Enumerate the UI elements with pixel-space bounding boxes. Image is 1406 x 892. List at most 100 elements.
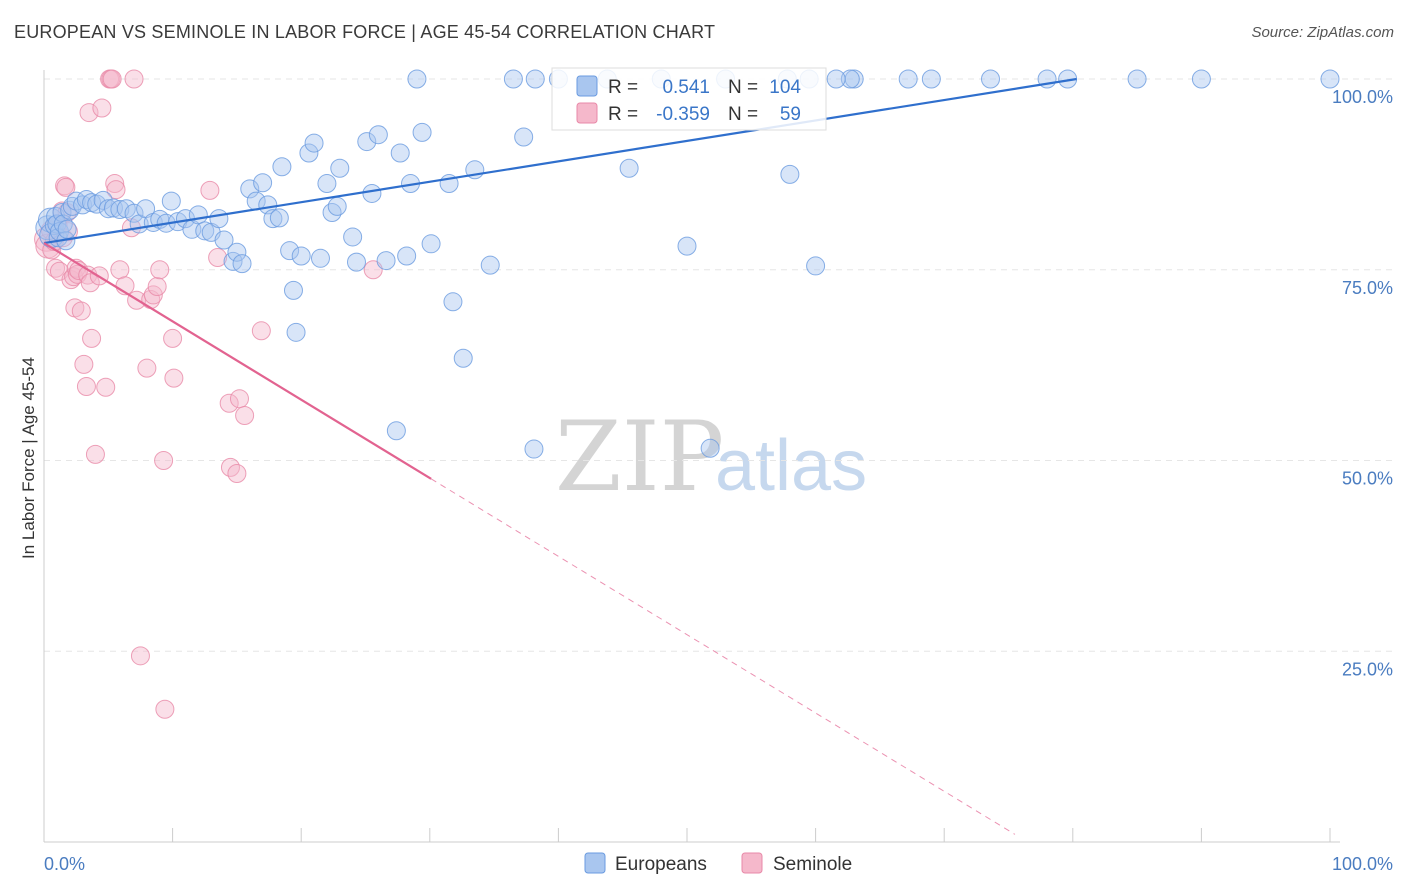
european-point	[47, 214, 67, 234]
seminole-point	[76, 376, 96, 396]
y-tick-label-100: 100.0%	[1332, 87, 1393, 107]
legend-swatch-europeans	[584, 852, 606, 874]
seminole-point	[150, 260, 170, 280]
european-point	[397, 246, 417, 266]
seminole-point	[154, 451, 174, 470]
seminole-point	[235, 405, 255, 425]
source-credit: Source: ZipAtlas.com	[1251, 24, 1394, 41]
seminole-trend-extension	[430, 478, 1016, 835]
seminole-point	[71, 301, 91, 321]
european-point	[263, 209, 283, 229]
legend-label-europeans: Europeans	[615, 854, 707, 875]
european-point	[453, 348, 473, 368]
seminole-point	[147, 277, 167, 297]
stats-n-label-1: N =	[728, 77, 758, 98]
european-point	[780, 164, 800, 184]
european-point	[677, 236, 697, 256]
european-point	[291, 246, 311, 266]
seminole-point	[130, 646, 150, 666]
european-point	[412, 122, 432, 142]
european-point	[1320, 69, 1340, 89]
series-legend: Europeans Seminole	[584, 852, 852, 875]
y-tick-label-50: 50.0%	[1342, 469, 1393, 489]
stats-n-value-1: 104	[769, 77, 801, 98]
seminole-point	[82, 328, 102, 348]
european-point	[1127, 69, 1147, 89]
seminole-point	[96, 377, 116, 397]
seminole-point	[92, 98, 112, 118]
european-point	[343, 227, 363, 247]
european-point	[76, 190, 96, 210]
european-point	[421, 234, 441, 254]
x-tick-label-max: 100.0%	[1332, 854, 1393, 874]
seminole-point	[110, 260, 130, 280]
european-point	[357, 132, 377, 152]
european-point	[110, 199, 130, 219]
european-point	[898, 69, 918, 89]
european-point	[407, 69, 427, 89]
y-tick-label-75: 75.0%	[1342, 278, 1393, 298]
seminole-point	[124, 69, 144, 89]
european-point	[514, 127, 534, 147]
european-point	[921, 69, 941, 89]
european-point	[840, 69, 860, 89]
european-point	[195, 221, 215, 241]
european-point	[368, 125, 388, 145]
european-point	[503, 69, 523, 89]
europeans-trend-line	[43, 77, 1077, 245]
stats-n-value-2: 59	[780, 104, 801, 125]
seminole-point	[164, 368, 184, 388]
seminole-point	[363, 260, 383, 280]
european-point	[188, 205, 208, 225]
seminole-points	[34, 69, 383, 719]
european-point	[283, 280, 303, 300]
european-point	[286, 322, 306, 342]
european-point	[826, 69, 846, 89]
european-point	[1191, 69, 1211, 89]
stats-r-value-2: -0.359	[656, 104, 710, 125]
european-point	[346, 252, 366, 272]
watermark-atlas: atlas	[715, 426, 867, 506]
european-point	[362, 183, 382, 203]
seminole-point	[155, 699, 175, 719]
seminole-point	[219, 393, 239, 413]
x-tick-label-min: 0.0%	[44, 854, 85, 874]
european-point	[327, 196, 347, 216]
european-point	[317, 174, 337, 194]
seminole-point	[106, 180, 126, 200]
european-point	[57, 219, 77, 239]
european-point	[386, 421, 406, 441]
seminole-point	[229, 389, 249, 409]
seminole-point	[163, 328, 183, 348]
european-point	[980, 69, 1000, 89]
seminole-point	[102, 69, 122, 89]
european-point	[232, 254, 252, 274]
seminole-point	[79, 103, 99, 123]
stats-swatch-europeans	[576, 75, 598, 97]
x-ticks	[43, 828, 1331, 842]
seminole-point	[46, 258, 66, 278]
european-point	[480, 255, 500, 275]
european-point	[253, 173, 273, 193]
seminole-point	[74, 354, 94, 374]
european-point	[443, 292, 463, 312]
seminole-point	[227, 463, 247, 483]
stats-n-label-2: N =	[728, 104, 758, 125]
european-point	[390, 143, 410, 163]
stats-r-label-2: R =	[608, 104, 638, 125]
european-point	[376, 251, 396, 271]
axes	[43, 70, 1340, 843]
european-point	[525, 69, 545, 89]
seminole-point	[137, 358, 157, 378]
european-point	[524, 439, 544, 459]
seminole-point	[105, 174, 125, 194]
european-point	[227, 242, 247, 262]
stats-box: R = 0.541 N = 104 R = -0.359 N = 59	[551, 67, 827, 131]
european-point	[272, 157, 292, 177]
legend-label-seminole: Seminole	[773, 854, 852, 875]
seminole-trend-line	[43, 242, 432, 480]
stats-swatch-seminole	[576, 102, 598, 124]
european-point	[700, 438, 720, 458]
seminole-point	[200, 180, 220, 200]
